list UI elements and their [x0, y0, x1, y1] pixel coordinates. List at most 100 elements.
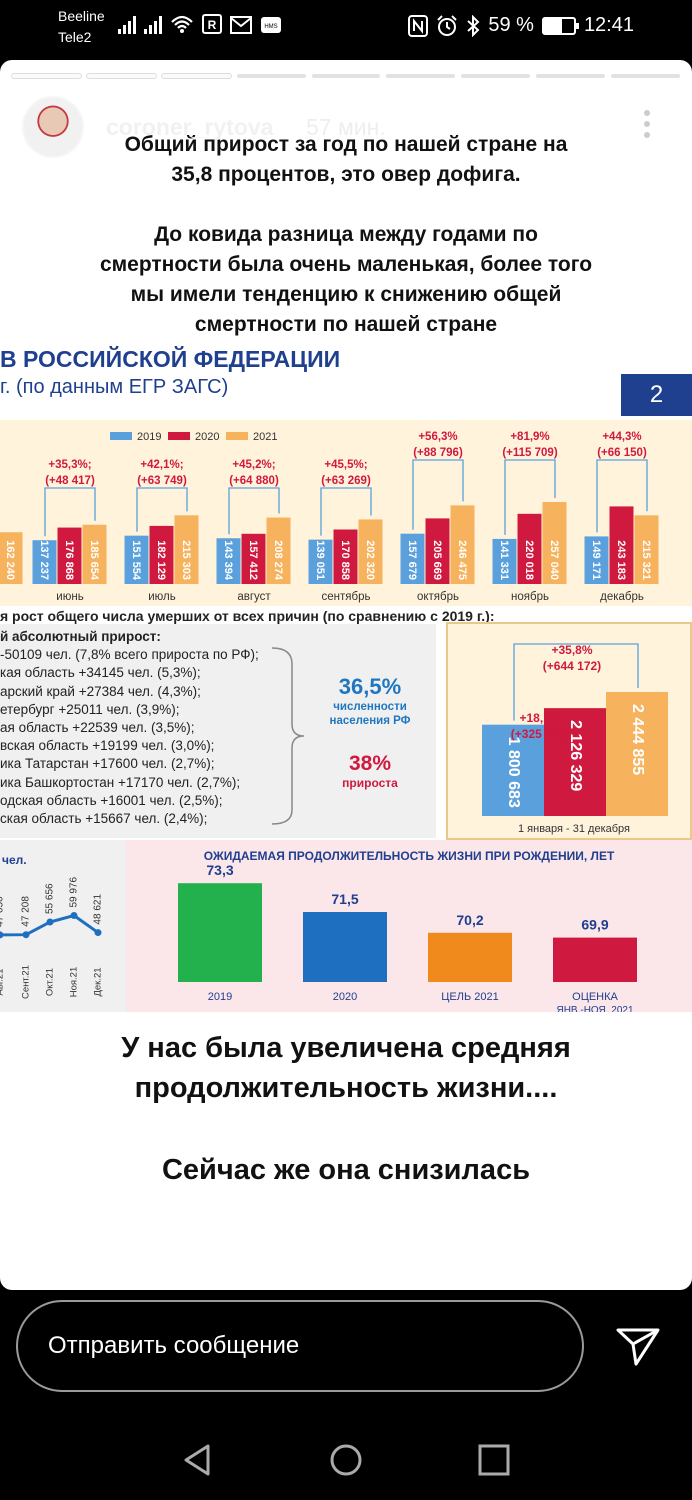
- bar-value-label: 141 331: [498, 540, 510, 580]
- annotation-arrow: [596, 459, 648, 533]
- caption-1-line-2: 35,8 процентов, это овер дофига.: [171, 163, 521, 186]
- bar-value-label: 157 412: [247, 540, 259, 580]
- line-chart-svg: чел. 47 050 Авг.21 47 208 Сент.21 55 656 Окт.2…: [0, 853, 104, 999]
- bar-2019: [492, 538, 517, 584]
- send-icon[interactable]: [614, 1322, 662, 1370]
- carrier-2: Tele2: [58, 29, 92, 45]
- month-label: октябрь: [417, 591, 459, 603]
- bar-2021: [0, 532, 23, 584]
- signal-icon: [118, 14, 136, 34]
- story-time: 57 мин.: [306, 114, 386, 140]
- bar-value-label: 208 274: [272, 540, 284, 581]
- svg-text:R: R: [208, 18, 217, 32]
- month-label: июнь: [56, 591, 83, 603]
- bluetooth-icon: [467, 14, 480, 37]
- line-month-label: Дек.21: [93, 967, 104, 996]
- annotation-pct: +42,1%;: [140, 459, 183, 471]
- legend-swatch: [168, 432, 190, 440]
- mail-icon: [230, 16, 252, 34]
- bar-2021: [450, 505, 475, 584]
- life-value-label: 70,2: [456, 912, 483, 928]
- story-viewer[interactable]: В РОССИЙСКОЙ ФЕДЕРАЦИИ г. (по данным ЕГР…: [0, 60, 692, 1290]
- regions-list: й абсолютный прирост: -50109 чел. (7,8% …: [0, 628, 259, 828]
- bar-value-label: 185 654: [88, 540, 100, 581]
- yearly-chart-svg: 1 800 683 2 126 329 2 444 855 1 января - 31…: [482, 643, 668, 835]
- bar-value-label: 137 237: [38, 540, 50, 580]
- nfc-icon: [408, 14, 429, 37]
- period-label: 1 января - 31 декабря: [518, 823, 630, 835]
- annotation-abs: (+115 709): [502, 447, 557, 459]
- line-point: [22, 931, 30, 939]
- year-bar-2021: [606, 692, 668, 816]
- status-bar: Beeline Tele2 R HMS 59 % 12:41: [0, 0, 692, 58]
- monthly-chart-svg: 2019 2020 2021 162 240 137 237 176 868 185 654…: [0, 431, 659, 603]
- bar-value-label: 202 320: [364, 540, 376, 580]
- life-category-label: 2019: [208, 991, 232, 1003]
- slide-number: 2: [621, 374, 692, 416]
- message-input[interactable]: [48, 1332, 548, 1360]
- life-expectancy-chart: ОЖИДАЕМАЯ ПРОДОЛЖИТЕЛЬНОСТЬ ЖИЗНИ ПРИ РО…: [126, 840, 692, 1012]
- bar-2020: [241, 533, 266, 584]
- system-nav-bar: [0, 1420, 692, 1500]
- month-label: ноябрь: [511, 591, 549, 603]
- annotation-arrow: [44, 487, 96, 537]
- annotation-abs: (+63 269): [321, 475, 371, 487]
- monthly-deaths-chart: 2019 2020 2021 162 240 137 237 176 868 185 654…: [0, 420, 692, 606]
- annotation-pct: +81,9%: [510, 431, 549, 443]
- life-value-label: 69,9: [581, 917, 608, 933]
- story-segment: [161, 74, 231, 78]
- life-category-sub: ЯНВ.-НОЯ. 2021: [556, 1005, 633, 1012]
- caption-2-line-1: До ковида разница между годами по: [154, 223, 538, 246]
- region-item: ика Башкортостан +17170 чел. (2,7%);: [0, 774, 241, 790]
- life-value-label: 73,3: [206, 862, 233, 878]
- monthly-line-chart: чел. 47 050 Авг.21 47 208 Сент.21 55 656 Окт.2…: [0, 840, 126, 1012]
- bar-2019: [308, 539, 333, 584]
- bar-value-label: 257 040: [548, 540, 560, 580]
- story-username[interactable]: coroner_rytova: [106, 114, 274, 140]
- year-bar-2019: [482, 724, 544, 816]
- month-label: август: [237, 591, 271, 603]
- bar-2019: [216, 538, 241, 584]
- bar-2020: [149, 525, 174, 584]
- status-left-icons: R HMS: [118, 14, 282, 34]
- story-segment: [386, 74, 456, 78]
- life-category-label: ЦЕЛЬ 2021: [441, 991, 498, 1003]
- story-progress-bar: [12, 74, 681, 78]
- life-chart-svg: ОЖИДАЕМАЯ ПРОДОЛЖИТЕЛЬНОСТЬ ЖИЗНИ ПРИ РО…: [178, 849, 637, 1012]
- bar-2019: [32, 540, 57, 584]
- bar-2020: [333, 529, 358, 584]
- year-bar-label: 1 800 683: [505, 737, 522, 808]
- story-segment: [461, 74, 531, 78]
- wifi-icon: [171, 15, 193, 33]
- bar-2020: [609, 506, 634, 584]
- avatar[interactable]: [22, 96, 84, 158]
- annotation-pct: +35,3%;: [48, 459, 91, 471]
- signal-icon: [144, 14, 162, 34]
- region-item: ая область +22539 чел. (3,5%);: [0, 720, 195, 736]
- life-bar: [178, 883, 262, 982]
- regions-panel: й абсолютный прирост: -50109 чел. (7,8% …: [0, 624, 436, 838]
- bar-value-label: 215 321: [640, 540, 652, 580]
- message-composer[interactable]: [16, 1300, 584, 1392]
- caption-1: Общий прирост за год по нашей стране на …: [0, 130, 692, 190]
- bar-2021: [634, 515, 659, 584]
- yearly-deaths-chart: 1 800 683 2 126 329 2 444 855 1 января - 31…: [446, 622, 692, 840]
- region-item: арский край +27384 чел. (4,3%);: [0, 683, 201, 699]
- caption-4: Сейчас же она снизилась: [161, 1154, 531, 1186]
- population-share-label-1: численности: [333, 701, 407, 713]
- back-icon[interactable]: [180, 1442, 216, 1478]
- bar-value-label: 162 240: [4, 540, 16, 580]
- annotation-abs: (+63 749): [137, 475, 187, 487]
- recents-icon[interactable]: [476, 1442, 512, 1478]
- more-options-icon[interactable]: [644, 110, 652, 138]
- caption-3-line-1: У нас была увеличена средняя: [121, 1032, 571, 1064]
- bar-value-label: 143 394: [222, 540, 234, 581]
- life-chart-title: ОЖИДАЕМАЯ ПРОДОЛЖИТЕЛЬНОСТЬ ЖИЗНИ ПРИ РО…: [204, 849, 615, 863]
- bar-2019: [400, 533, 425, 584]
- home-icon[interactable]: [328, 1442, 364, 1478]
- legend-swatch: [110, 432, 132, 440]
- battery-icon: [541, 16, 579, 35]
- annotation-2021-abs: (+644 172): [543, 659, 601, 673]
- bar-value-label: 149 171: [590, 540, 602, 580]
- bar-value-label: 151 554: [130, 540, 142, 581]
